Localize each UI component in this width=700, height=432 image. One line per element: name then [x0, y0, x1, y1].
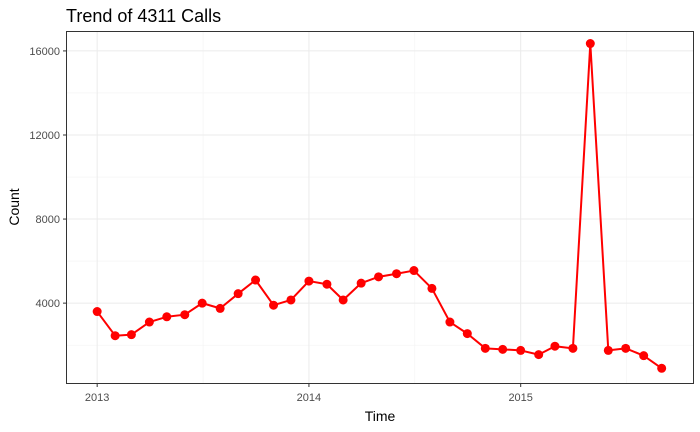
data-point	[534, 350, 544, 360]
data-point	[427, 283, 437, 293]
data-point	[550, 341, 560, 351]
y-axis-ticks: 4000 8000 12000 16000	[29, 46, 67, 310]
data-point	[304, 276, 314, 286]
data-point	[498, 344, 508, 354]
x-tick-label: 2014	[297, 392, 321, 404]
data-point	[197, 298, 207, 308]
data-point	[392, 269, 402, 279]
data-point	[568, 343, 578, 353]
x-axis-ticks: 2013 2014 2015	[85, 383, 533, 404]
y-axis-title: Count	[6, 188, 22, 225]
data-point	[269, 300, 279, 310]
data-point	[445, 317, 455, 327]
y-tick-label: 16000	[29, 46, 60, 58]
chart-title: Trend of 4311 Calls	[66, 6, 221, 26]
data-point	[233, 289, 243, 299]
data-point	[621, 343, 631, 353]
data-point	[126, 330, 136, 340]
plot-panel-border	[66, 31, 694, 384]
data-point	[585, 39, 595, 49]
data-point	[462, 329, 472, 339]
series-layer	[92, 39, 667, 373]
data-point	[92, 307, 102, 317]
data-point	[215, 303, 225, 313]
data-point	[144, 317, 154, 327]
x-tick-label: 2015	[508, 392, 532, 404]
data-point	[374, 272, 384, 282]
data-point	[251, 275, 261, 285]
data-point	[639, 351, 649, 361]
x-tick-label: 2013	[85, 392, 109, 404]
data-point	[409, 266, 419, 276]
data-point	[110, 331, 120, 341]
grid	[67, 32, 693, 383]
data-point	[286, 295, 296, 305]
data-point	[338, 295, 348, 305]
plot-background	[67, 32, 693, 383]
data-point	[322, 279, 332, 289]
y-tick-label: 12000	[29, 130, 60, 142]
data-point	[603, 345, 613, 355]
y-tick-label: 4000	[36, 298, 60, 310]
data-point	[162, 312, 172, 322]
data-point	[356, 278, 366, 288]
data-point	[180, 310, 190, 320]
data-point	[657, 363, 667, 373]
y-tick-label: 8000	[36, 214, 60, 226]
data-point	[480, 343, 490, 353]
data-point	[516, 345, 526, 355]
x-axis-title: Time	[365, 408, 396, 424]
